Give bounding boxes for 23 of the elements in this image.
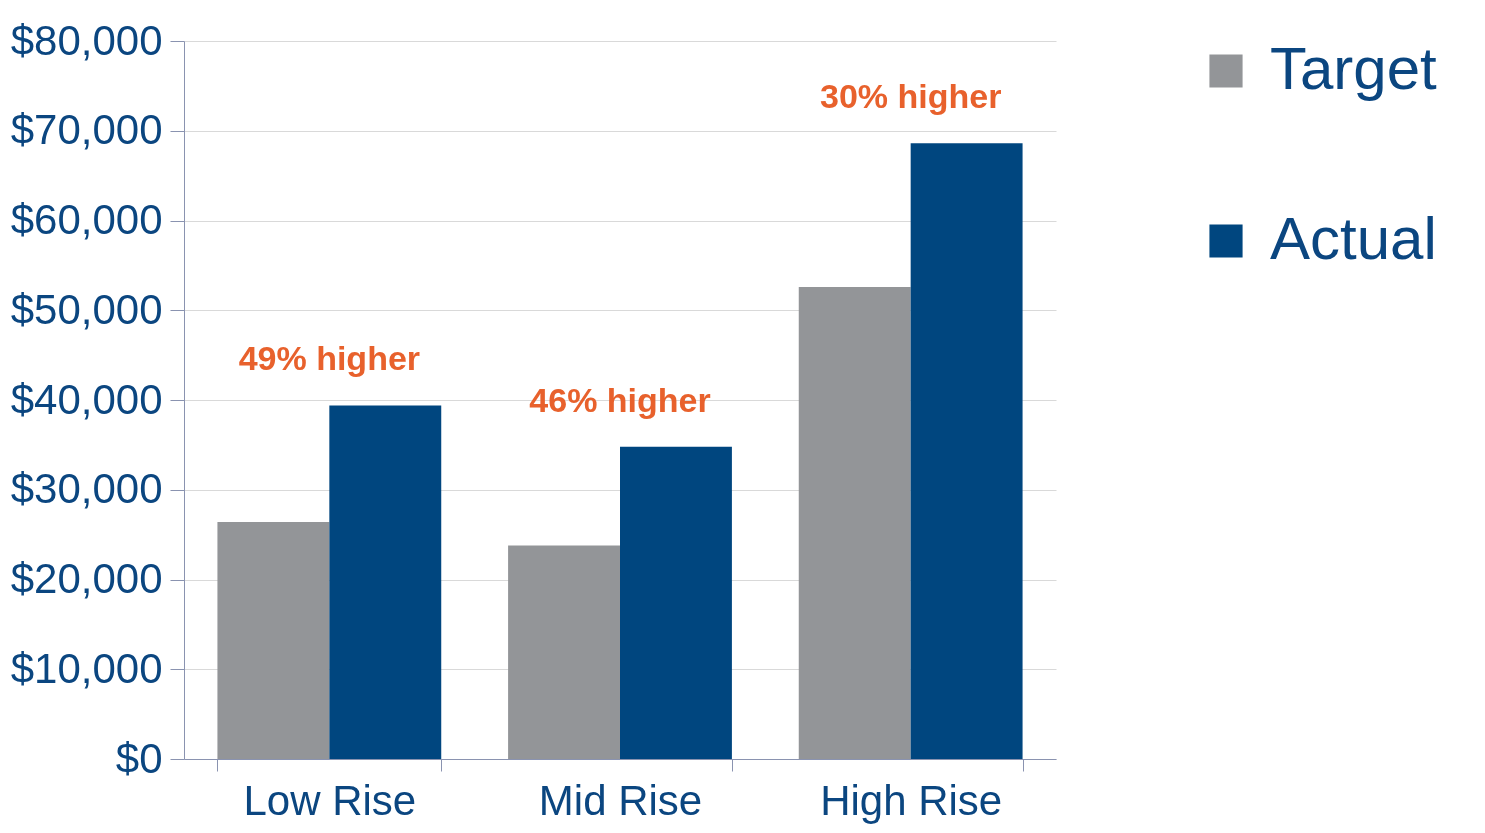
legend-label: Target xyxy=(1270,35,1438,102)
y-tick-label: $40,000 xyxy=(10,375,163,423)
bar xyxy=(620,446,732,759)
x-tick-label: Mid Rise xyxy=(538,776,703,824)
x-tick-label: Low Rise xyxy=(243,776,417,824)
y-tick-label: $20,000 xyxy=(10,555,163,602)
bar xyxy=(508,545,620,759)
x-tick-label: High Rise xyxy=(820,776,1003,824)
y-tick-label: $50,000 xyxy=(10,285,163,333)
y-tick-label: $10,000 xyxy=(10,644,163,692)
legend-label: Actual xyxy=(1270,205,1437,272)
y-tick-label: $60,000 xyxy=(10,196,163,243)
annotation: 46% higher xyxy=(529,380,711,419)
y-tick-label: $70,000 xyxy=(10,106,163,154)
y-tick-label: $0 xyxy=(115,734,163,782)
annotation: 49% higher xyxy=(238,339,421,378)
annotation: 30% higher xyxy=(819,77,1002,116)
bar xyxy=(798,286,911,759)
bar xyxy=(217,522,330,759)
bar xyxy=(329,405,442,759)
bar xyxy=(910,143,1023,759)
y-tick-label: $80,000 xyxy=(10,16,163,64)
y-tick-label: $30,000 xyxy=(10,465,163,513)
